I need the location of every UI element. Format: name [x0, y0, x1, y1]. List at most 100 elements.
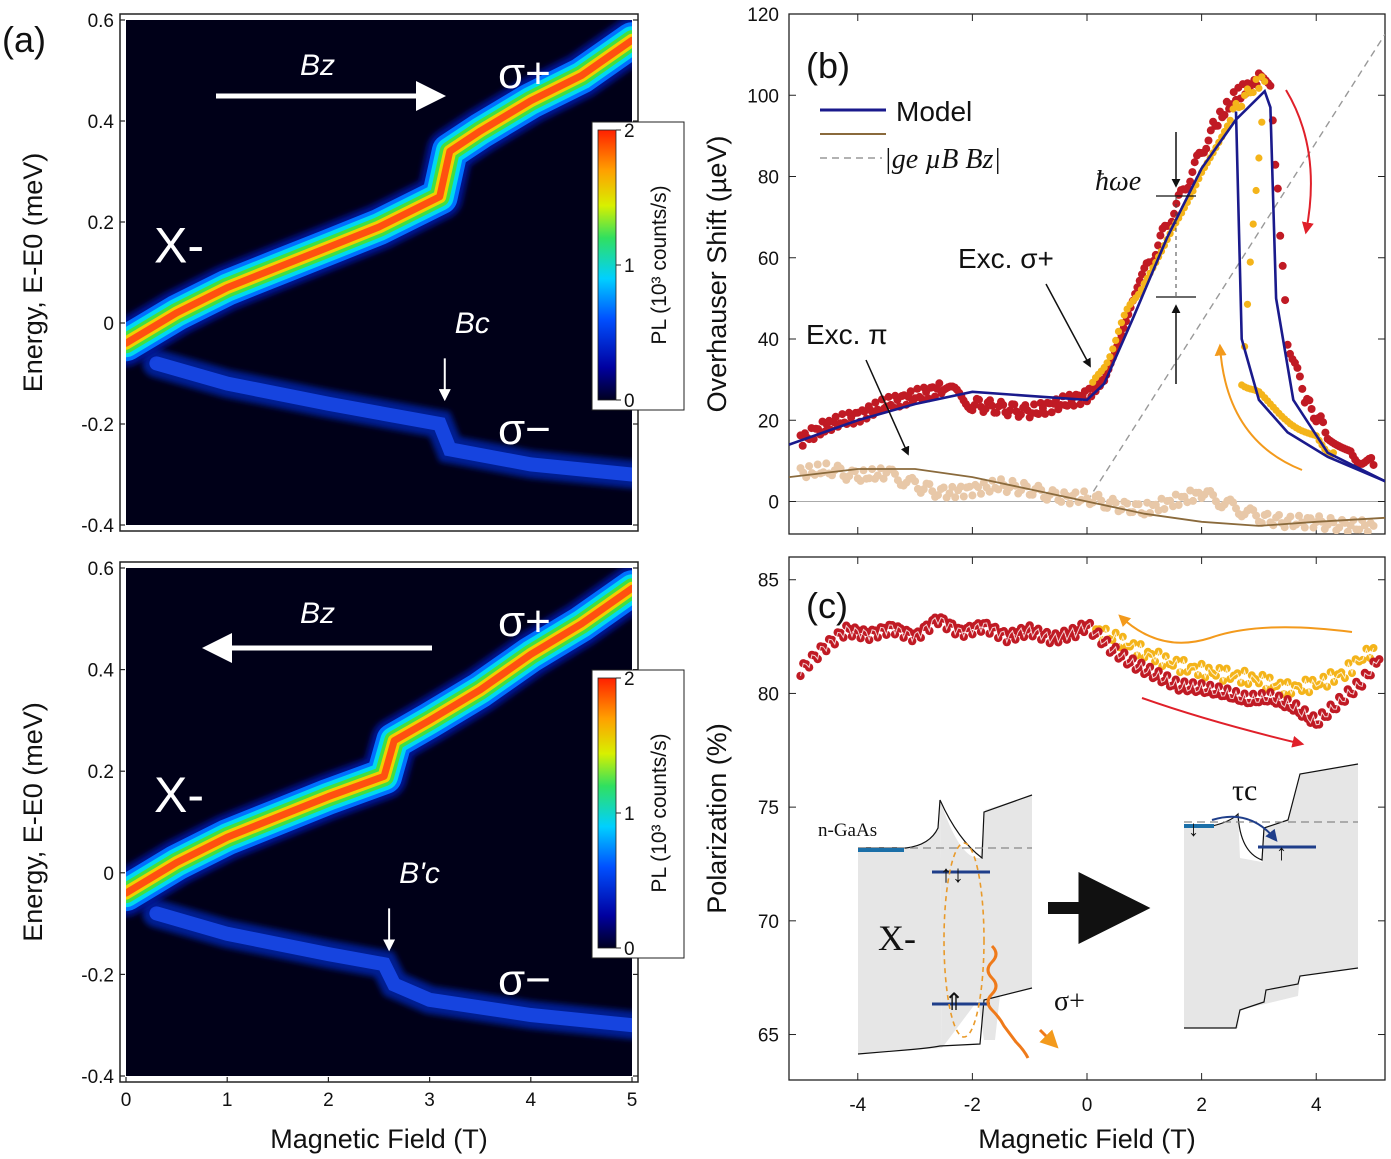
colorbar: [597, 677, 617, 949]
sweep-up-data-point: [1202, 144, 1211, 153]
sweep-down-data-point: [1246, 258, 1254, 266]
pi-data-point: [985, 487, 994, 496]
exc-pi-label: Exc. π: [806, 319, 888, 350]
y-tick-label: 80: [758, 684, 779, 705]
right-valence-band: [1184, 967, 1359, 1029]
y-tick-label: 70: [758, 912, 779, 933]
sigma-plus-label: σ+: [498, 597, 551, 646]
sweep-up-data-point-line: [800, 616, 1380, 726]
sweep-up-data-point: [1305, 396, 1314, 405]
sweep-up-data-point: [935, 379, 944, 388]
upper-branch-band: [126, 584, 632, 897]
sweep-down-data-point-line: [1092, 627, 1374, 696]
colorbar-tick-label: 1: [624, 804, 635, 825]
bc-label: B'c: [399, 857, 440, 890]
pi-data-point: [951, 493, 960, 502]
sweep-up-data-point: [1220, 111, 1229, 119]
pi-data-point: [1097, 496, 1106, 505]
colorbar-label: PL (10³ counts/s): [648, 185, 671, 344]
pi-data-point: [925, 480, 934, 489]
band-diagram-inset: n-GaAs ↑↓ ⇑ X-σ+ ↓ ↑ τc: [818, 763, 1359, 1059]
sweep-down-data-point: [1243, 300, 1252, 308]
sweep-up-data-point: [1030, 400, 1039, 409]
y-tick-label: 0: [768, 493, 779, 514]
pi-data-point: [879, 474, 888, 483]
colorbar-tick-label: 2: [624, 121, 635, 142]
panel-a-bottom: 0.6 0.4 0.2 0 -0.2 -0.4 0 1 2 3 4 5 Energy, E-E0 (me…: [18, 559, 685, 1154]
right-band-fill: [1184, 764, 1358, 1028]
sweep-up-data-point: [1369, 460, 1378, 469]
pi-data-point: [1363, 527, 1372, 534]
pi-data-point: [959, 492, 968, 501]
sweep-up-data-point: [1307, 405, 1316, 413]
sweep-up-data-point: [1069, 401, 1078, 410]
y-tick-label: -0.2: [81, 415, 114, 436]
pi-data-point: [859, 466, 868, 475]
sweep-up-data-point: [988, 401, 997, 410]
sweep-up-data-point: [1281, 296, 1290, 305]
sweep-up-data-point: [871, 398, 880, 407]
bz-label: Bz: [300, 49, 335, 82]
pi-data-point: [994, 485, 1003, 494]
sweep-down-data-point: [1255, 84, 1263, 92]
exc-sigma-arrow: [1045, 283, 1091, 368]
panel-label: (c): [806, 585, 848, 626]
sweep-up-arrow: [1214, 343, 1303, 471]
sweep-up-data-point: [970, 401, 979, 409]
pi-data-point: [939, 483, 948, 492]
sweep-up-data-point: [1293, 363, 1302, 372]
lower-branch-core: [149, 906, 632, 1033]
pi-data-point: [934, 491, 942, 500]
y-tick-label: 40: [758, 330, 779, 351]
sigma-minus-label: σ−: [498, 405, 551, 454]
pi-data-point: [1080, 487, 1089, 496]
x-tick-label: 4: [526, 1090, 537, 1111]
sweep-up-data-point: [975, 395, 983, 404]
pi-data-point: [1306, 514, 1315, 523]
sweep-down-data-point: [1112, 336, 1120, 344]
y-tick-label: 85: [758, 571, 779, 592]
colorbar-label: PL (10³ counts/s): [648, 733, 671, 892]
sweep-down-data-point: [1103, 359, 1111, 367]
pi-data-point: [1275, 511, 1283, 519]
y-tick-label: -0.2: [81, 965, 114, 986]
y-axis-label: Energy, E-E0 (meV): [18, 153, 48, 393]
y-tick-label: 0.6: [88, 559, 114, 580]
sweep-down-data-point: [1249, 88, 1257, 97]
sweep-down-data-point: [1241, 91, 1249, 99]
pi-data-point: [1280, 523, 1289, 532]
electron-spins: ↑↓: [940, 862, 964, 888]
sweep-up-data-point: [1063, 401, 1072, 410]
sweep-up-data-point: [1367, 454, 1376, 462]
pi-data-point: [1111, 498, 1120, 507]
pi-data-point: [948, 482, 957, 491]
pi-data-point: [1071, 488, 1080, 497]
y-axis-label: Energy, E-E0 (meV): [18, 702, 48, 942]
pi-data-point: [822, 459, 831, 468]
heatmap-traces: [126, 20, 632, 489]
right-electron-spin: ↑: [1276, 840, 1287, 865]
y-tick-label: -0.4: [81, 516, 114, 537]
pi-data-point: [1065, 499, 1074, 508]
sweep-down-data-point: [1261, 77, 1269, 86]
sweep-up-data-point: [1041, 409, 1050, 418]
pi-data-point: [1123, 499, 1132, 508]
sweep-up-data-point: [1319, 418, 1328, 427]
pi-data-point: [805, 462, 814, 471]
pi-data-point: [1263, 509, 1272, 518]
pi-data-point: [1134, 500, 1143, 509]
sweep-up-data-point: [992, 408, 1001, 417]
y-tick-label: 60: [758, 249, 779, 270]
pi-data-point: [977, 489, 985, 498]
sweep-up-data-point: [1047, 408, 1056, 417]
sweep-down-data-point: [1258, 118, 1266, 126]
x-tick-label: -4: [849, 1095, 866, 1116]
pi-data-point: [974, 483, 983, 492]
pi-data-point: [1229, 498, 1238, 507]
sweep-down-data-point: [1252, 75, 1260, 83]
pi-data-point: [1057, 497, 1066, 506]
pi-data-point: [1369, 521, 1378, 530]
sweep-down-arrow: [1285, 89, 1314, 235]
left-band-fill-b: [940, 795, 1032, 1048]
sweep-up-data-point: [1321, 428, 1330, 437]
